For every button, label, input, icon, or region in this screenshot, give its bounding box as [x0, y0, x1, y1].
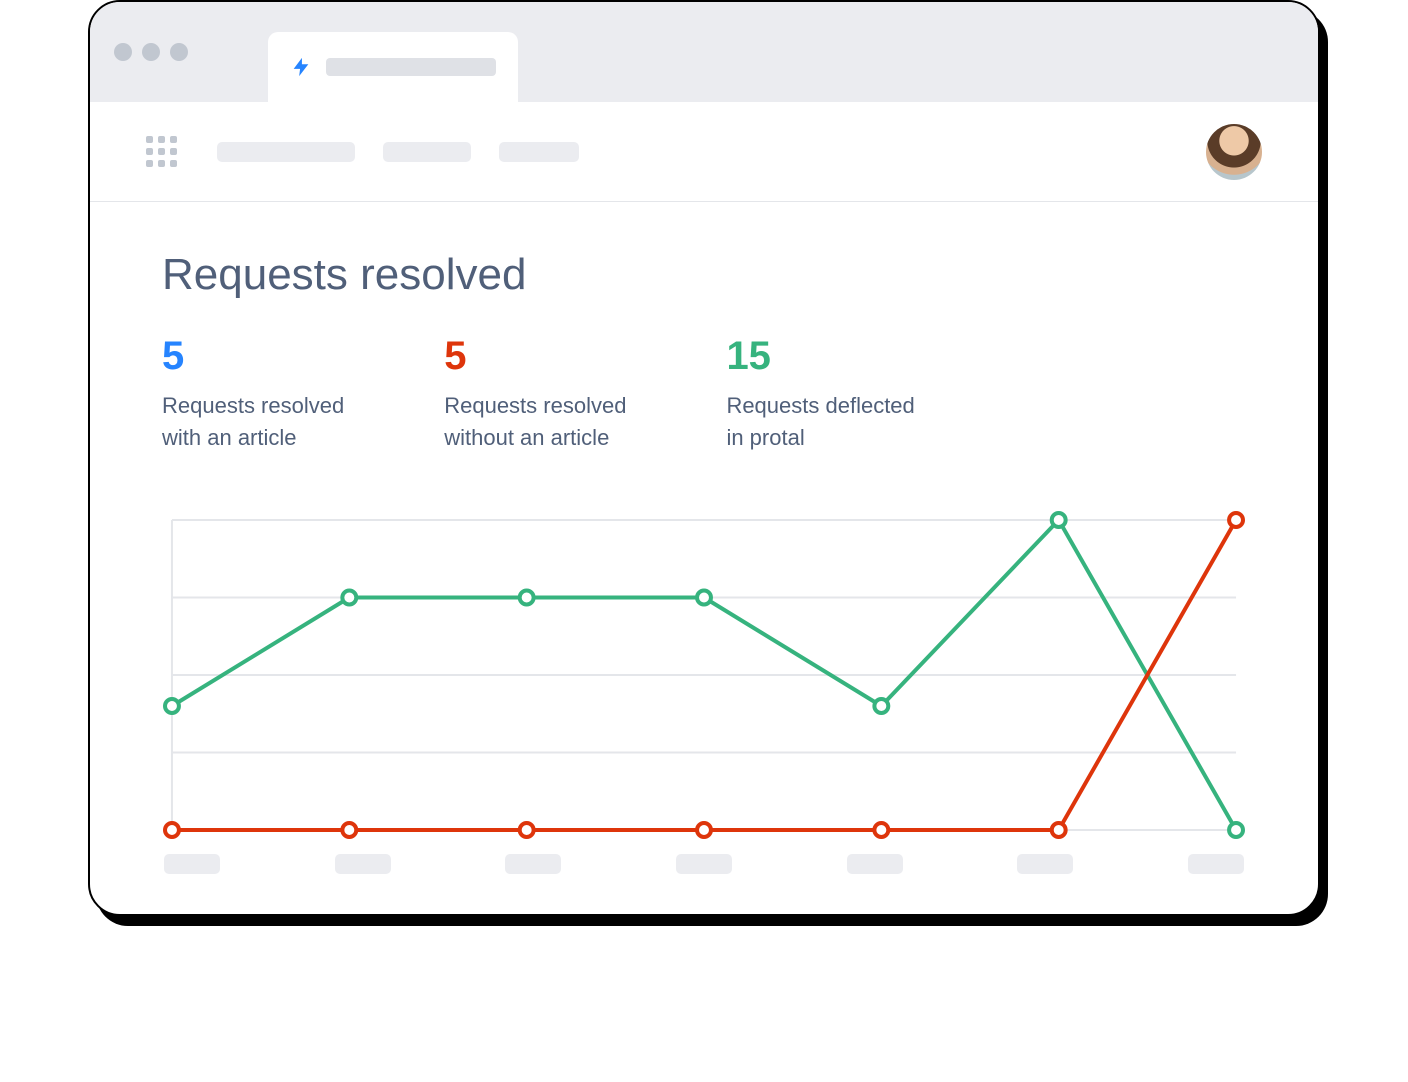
- toolbar-placeholder: [217, 142, 355, 162]
- bolt-icon: [290, 56, 312, 78]
- metric-value: 15: [726, 336, 914, 376]
- toolbar-placeholder: [499, 142, 579, 162]
- x-axis-label-placeholder: [164, 854, 220, 874]
- metric-value: 5: [444, 336, 626, 376]
- metric-label: Requests resolved with an article: [162, 390, 344, 454]
- x-axis-labels: [162, 854, 1246, 874]
- metric-label: Requests deflected in protal: [726, 390, 914, 454]
- app-switcher-icon[interactable]: [146, 136, 177, 167]
- metric-with-article: 5 Requests resolved with an article: [162, 336, 344, 454]
- x-axis-label-placeholder: [1188, 854, 1244, 874]
- browser-chrome: [90, 2, 1318, 102]
- toolbar: [90, 102, 1318, 202]
- metric-value: 5: [162, 336, 344, 376]
- x-axis-label-placeholder: [335, 854, 391, 874]
- metrics-row: 5 Requests resolved with an article 5 Re…: [162, 336, 1246, 454]
- avatar[interactable]: [1206, 124, 1262, 180]
- content: Requests resolved 5 Requests resolved wi…: [90, 202, 1318, 914]
- browser-tab[interactable]: [268, 32, 518, 102]
- traffic-light-dot: [114, 43, 132, 61]
- traffic-light-dot: [142, 43, 160, 61]
- x-axis-label-placeholder: [1017, 854, 1073, 874]
- x-axis-label-placeholder: [676, 854, 732, 874]
- page-title: Requests resolved: [162, 250, 1246, 300]
- metric-without-article: 5 Requests resolved without an article: [444, 336, 626, 454]
- app-window: Requests resolved 5 Requests resolved wi…: [88, 0, 1320, 916]
- metric-label: Requests resolved without an article: [444, 390, 626, 454]
- x-axis-label-placeholder: [505, 854, 561, 874]
- x-axis-label-placeholder: [847, 854, 903, 874]
- chart: [162, 510, 1246, 874]
- traffic-light-dot: [170, 43, 188, 61]
- line-chart: [162, 510, 1246, 840]
- traffic-lights: [114, 43, 188, 61]
- tab-title-placeholder: [326, 58, 496, 76]
- metric-deflected: 15 Requests deflected in protal: [726, 336, 914, 454]
- toolbar-placeholder: [383, 142, 471, 162]
